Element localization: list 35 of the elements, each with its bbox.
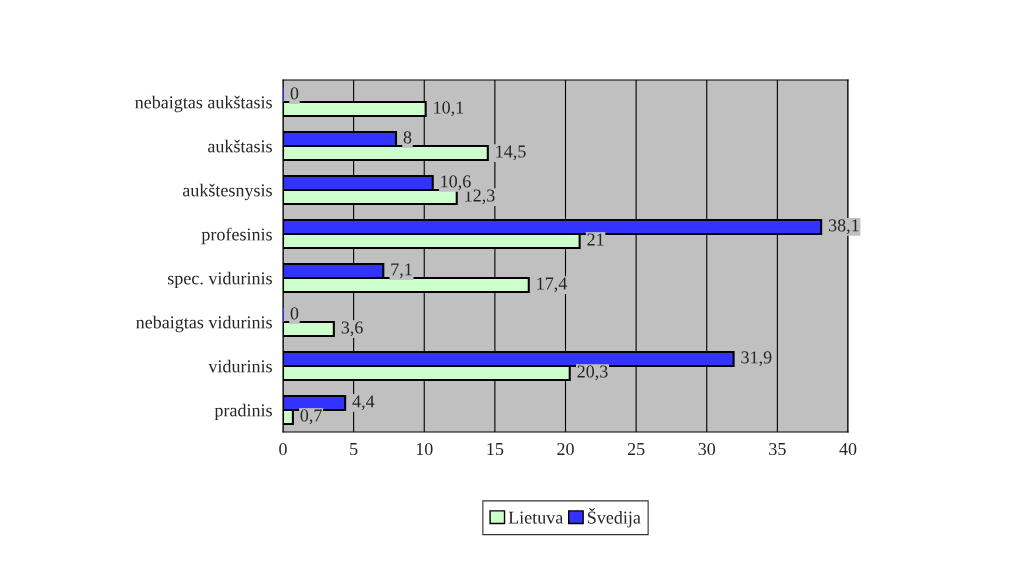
y-tick-label: vidurinis bbox=[208, 359, 272, 373]
data-label: 20,3 bbox=[577, 365, 608, 381]
x-tick-label: 25 bbox=[627, 442, 645, 456]
data-label: 21 bbox=[587, 233, 604, 246]
y-tick-label: spec. vidurinis bbox=[168, 271, 272, 289]
data-label: 17,4 bbox=[537, 277, 568, 293]
data-label: 10,6 bbox=[441, 175, 471, 191]
x-tick-label: 35 bbox=[769, 442, 786, 456]
x-tick-label: 15 bbox=[487, 443, 504, 456]
data-label: 8 bbox=[403, 131, 412, 144]
y-tick-label: aukštesnysis bbox=[182, 183, 272, 201]
legend-label: Švedija bbox=[587, 508, 641, 528]
y-tick-label: nebaigtas vidurinis bbox=[136, 315, 272, 333]
x-tick-label: 10 bbox=[416, 442, 433, 456]
data-label: 4,4 bbox=[352, 395, 375, 411]
y-tick-label: nebaigtas aukštasis bbox=[135, 95, 272, 113]
x-tick-label: 30 bbox=[698, 442, 716, 456]
y-tick-label: aukštasis bbox=[208, 139, 272, 153]
data-label: 0,7 bbox=[300, 409, 322, 425]
data-label: 12,3 bbox=[465, 189, 495, 205]
data-label: 10,1 bbox=[434, 101, 464, 117]
data-label: 0 bbox=[290, 87, 299, 100]
data-label: 38,1 bbox=[828, 219, 859, 235]
data-label: 0 bbox=[290, 307, 299, 320]
data-label: 7,1 bbox=[391, 263, 412, 279]
x-tick-label: 20 bbox=[557, 442, 574, 456]
data-label: 31,9 bbox=[741, 351, 772, 367]
y-tick-label: profesinis bbox=[201, 227, 272, 245]
x-tick-label: 5 bbox=[350, 443, 358, 456]
x-tick-label: 0 bbox=[279, 442, 287, 456]
legend-label: Lietuva bbox=[508, 511, 564, 524]
x-tick-label: 40 bbox=[839, 442, 857, 456]
data-label: 14,5 bbox=[496, 145, 526, 161]
y-tick-label: pradinis bbox=[214, 403, 272, 421]
data-label: 3,6 bbox=[341, 321, 363, 337]
